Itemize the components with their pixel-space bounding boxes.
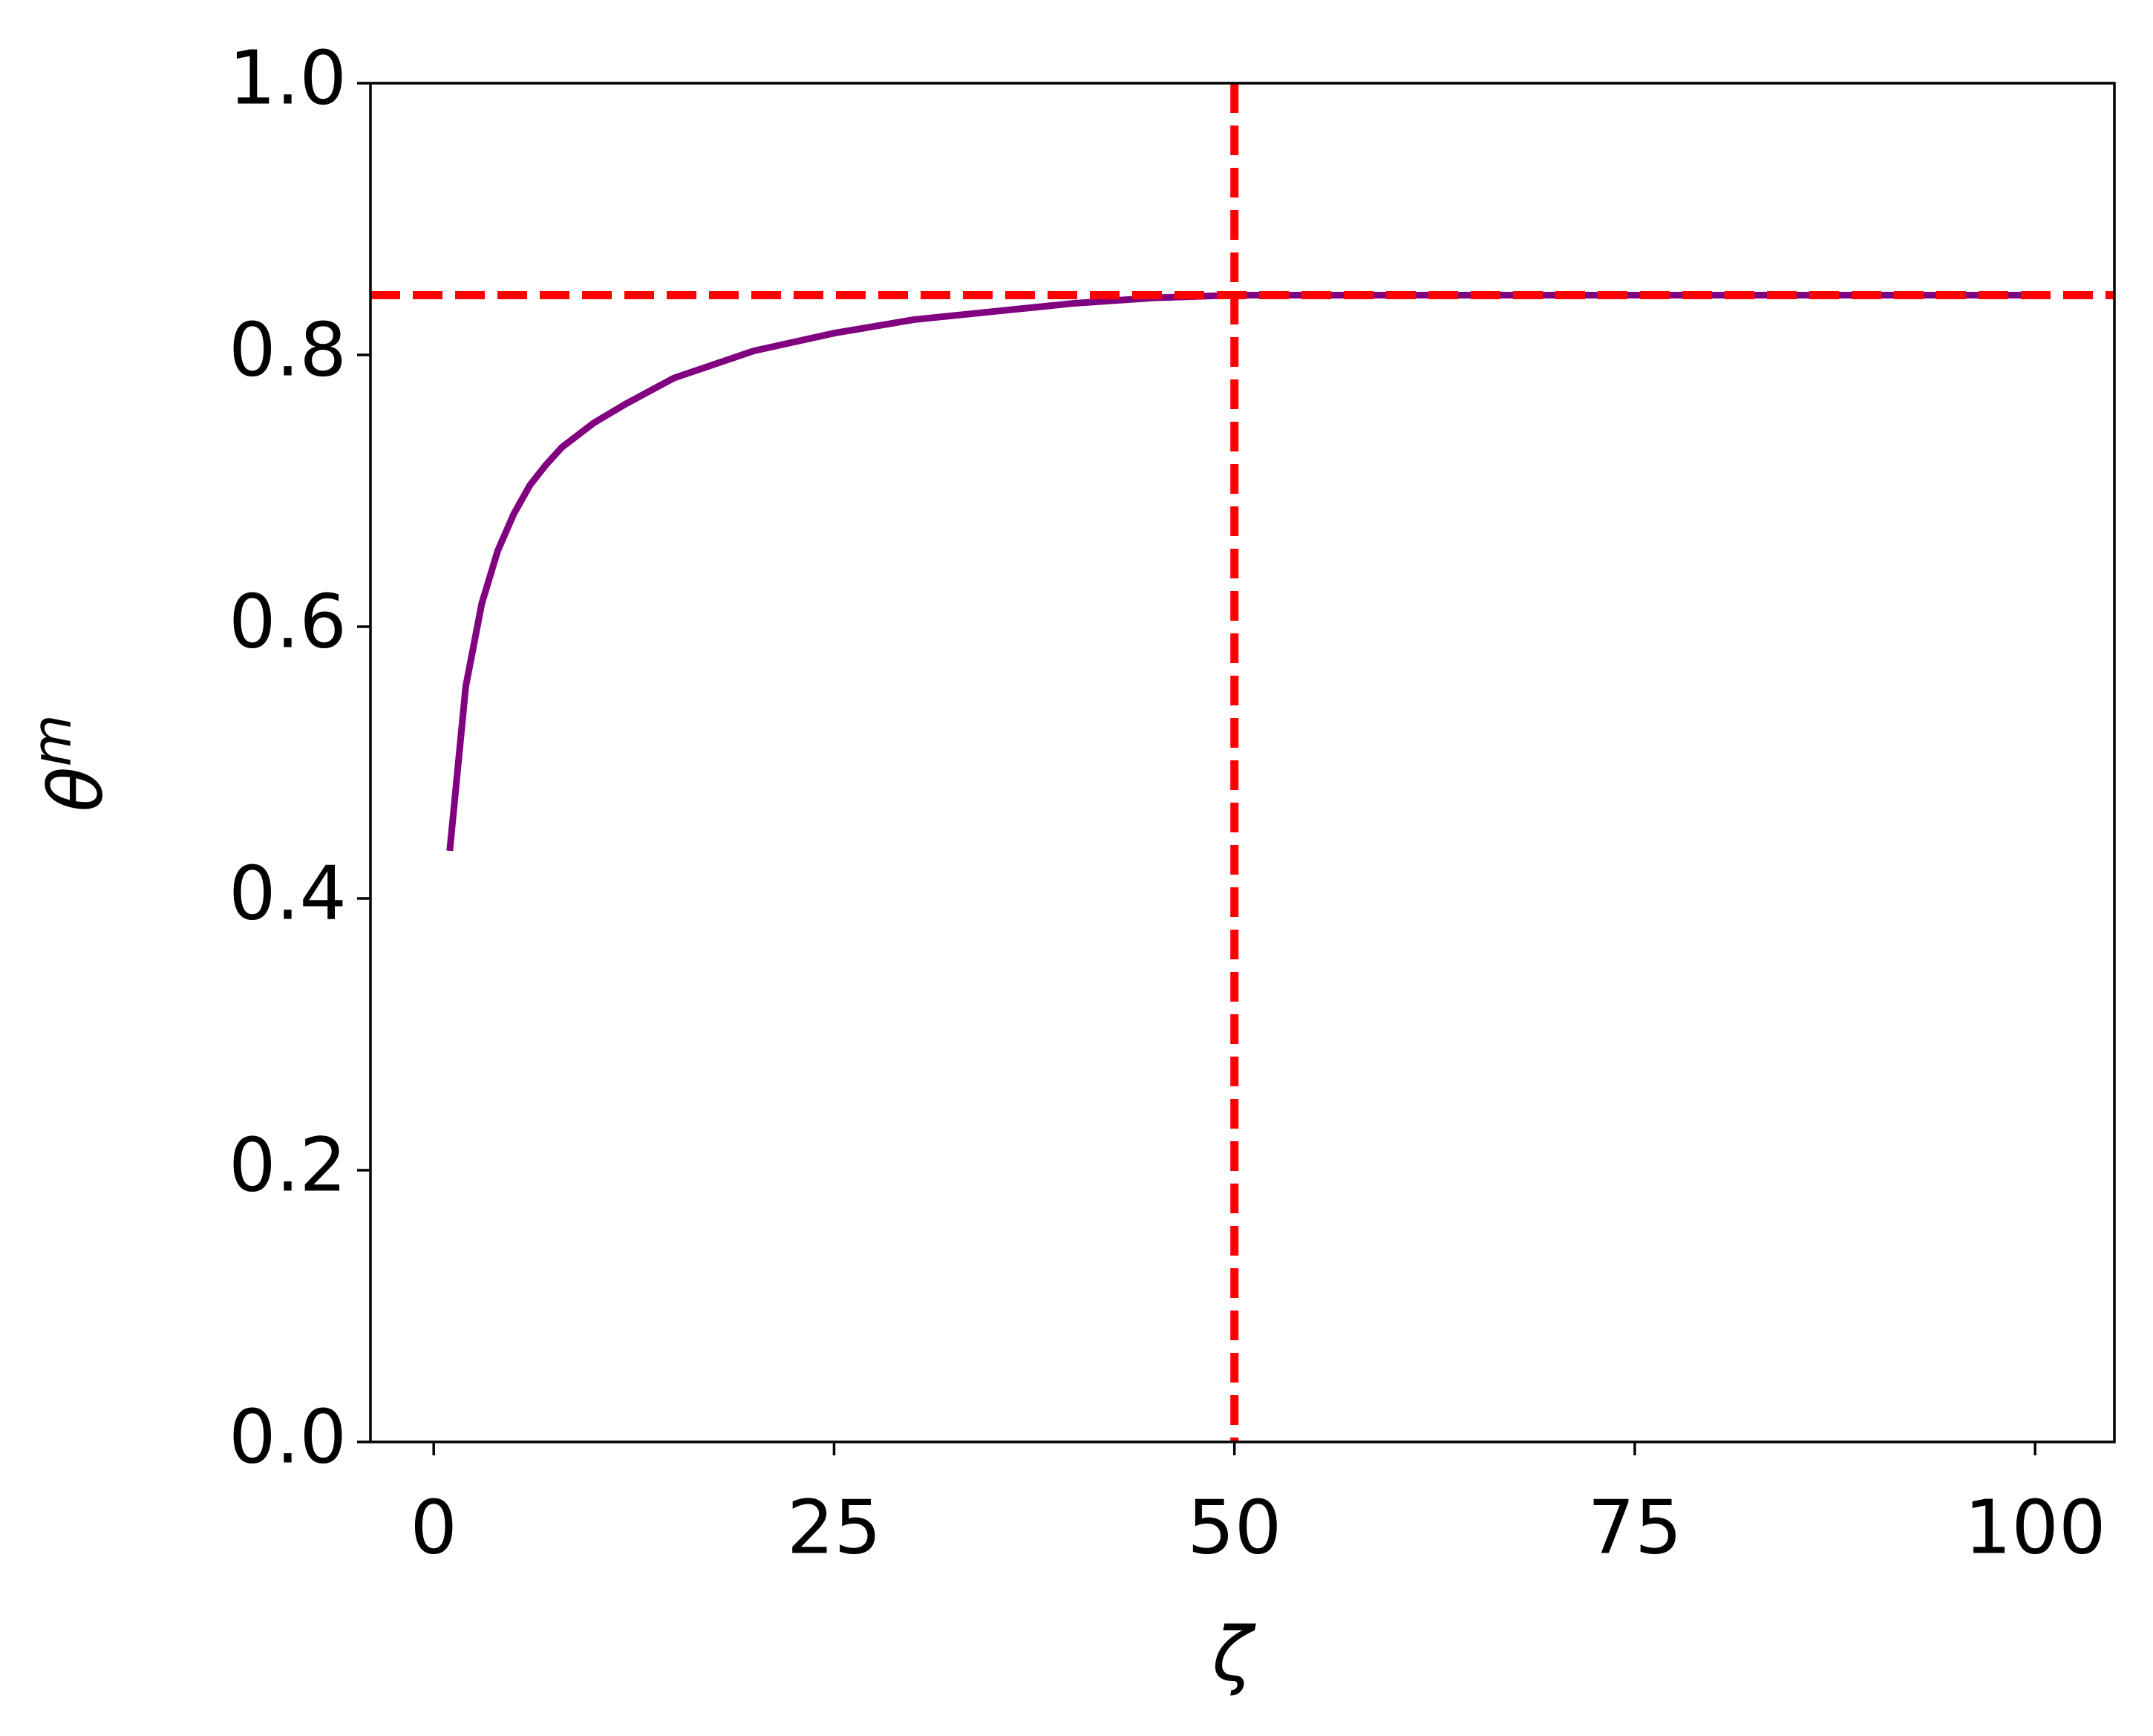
- y-tick-label: 1.0: [229, 34, 347, 121]
- x-tick-label: 75: [1587, 1484, 1682, 1570]
- y-tick-label: 0.0: [229, 1393, 347, 1480]
- x-tick-label: 0: [410, 1484, 457, 1570]
- y-axis-label-base: θ: [33, 766, 120, 812]
- y-tick-label: 0.2: [229, 1121, 347, 1208]
- x-tick-label: 50: [1187, 1484, 1281, 1570]
- x-tick-label: 25: [787, 1484, 881, 1570]
- x-tick-label: 100: [1964, 1484, 2106, 1570]
- plot-frame: [369, 82, 2116, 1443]
- y-tick-label: 0.4: [229, 849, 347, 936]
- x-axis-label: ζ: [1212, 1611, 1257, 1697]
- y-axis-label-sup: m: [21, 714, 83, 766]
- y-tick-label: 0.6: [229, 578, 347, 665]
- line: [446, 291, 2036, 852]
- y-axis-label: θm: [21, 714, 120, 812]
- y-tick-label: 0.8: [229, 306, 347, 393]
